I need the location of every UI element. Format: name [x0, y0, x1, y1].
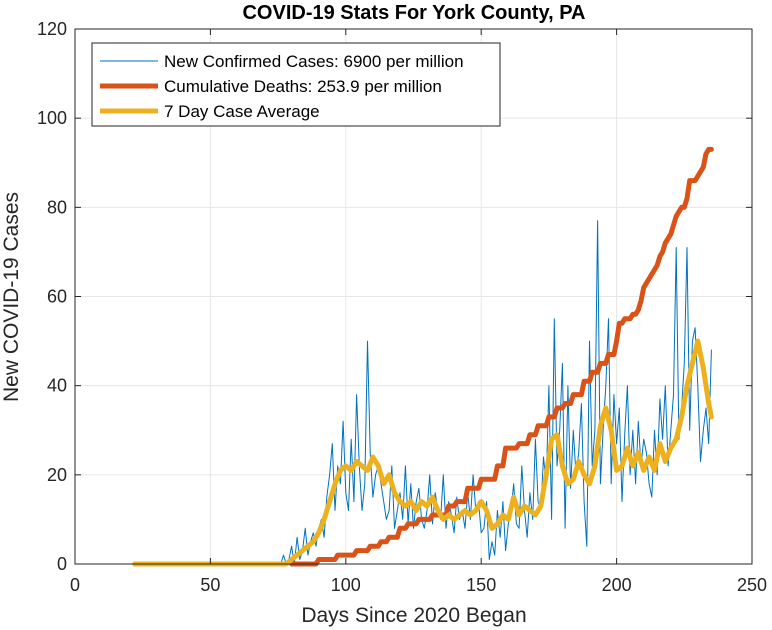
x-axis-label: Days Since 2020 Began: [301, 604, 526, 627]
x-tick-label: 250: [737, 575, 767, 595]
legend-label-0: New Confirmed Cases: 6900 per million: [164, 52, 464, 71]
y-tick-label: 60: [47, 287, 67, 307]
chart-title: COVID-19 Stats For York County, PA: [242, 2, 585, 24]
legend-label-1: Cumulative Deaths: 253.9 per million: [164, 77, 442, 96]
y-tick-label: 0: [57, 554, 67, 574]
y-axis-label: New COVID-19 Cases: [0, 192, 23, 402]
y-tick-label: 120: [37, 19, 67, 39]
series-layer: [132, 146, 714, 567]
legend-label-2: 7 Day Case Average: [164, 102, 320, 121]
y-tick-label: 100: [37, 108, 67, 128]
y-tick-label: 20: [47, 465, 67, 485]
series-line-2: [132, 338, 714, 567]
x-tick-label: 0: [70, 575, 80, 595]
y-tick-label: 40: [47, 376, 67, 396]
x-tick-label: 50: [200, 575, 220, 595]
x-tick-label: 200: [602, 575, 632, 595]
y-tick-label: 80: [47, 197, 67, 217]
series-line-1: [289, 146, 714, 567]
legend: New Confirmed Cases: 6900 per million Cum…: [91, 42, 501, 127]
x-tick-label: 100: [331, 575, 361, 595]
ticks: 0 50 100 150 200 250 0 20 40 60 80 100 120: [37, 19, 767, 595]
x-tick-label: 150: [466, 575, 496, 595]
legend-box: [91, 42, 501, 127]
